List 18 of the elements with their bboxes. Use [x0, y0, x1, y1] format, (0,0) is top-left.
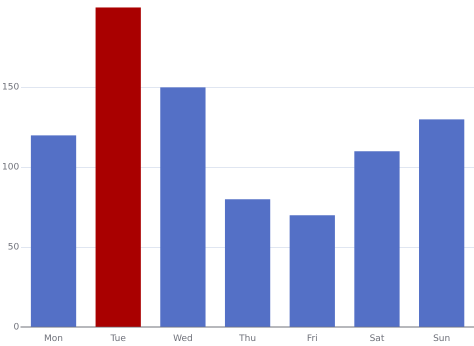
bar — [354, 151, 400, 327]
y-tick-label: 0 — [13, 322, 20, 333]
bar — [224, 199, 270, 327]
x-tick-label: Wed — [173, 334, 193, 344]
y-tick-label: 100 — [2, 162, 20, 173]
x-tick-label: Thu — [238, 334, 256, 344]
x-tick-label: Fri — [306, 334, 318, 344]
y-tick-label: 150 — [2, 82, 20, 93]
bar — [290, 215, 335, 327]
x-tick-label: Sat — [370, 334, 385, 344]
x-tick-label: Sun — [433, 334, 450, 344]
bar — [30, 135, 76, 327]
y-tick-label: 50 — [8, 242, 20, 253]
x-tick-label: Mon — [44, 334, 64, 344]
x-tick-label: Tue — [110, 334, 126, 344]
bar — [160, 87, 206, 327]
bar — [419, 119, 464, 327]
bar — [96, 7, 141, 327]
